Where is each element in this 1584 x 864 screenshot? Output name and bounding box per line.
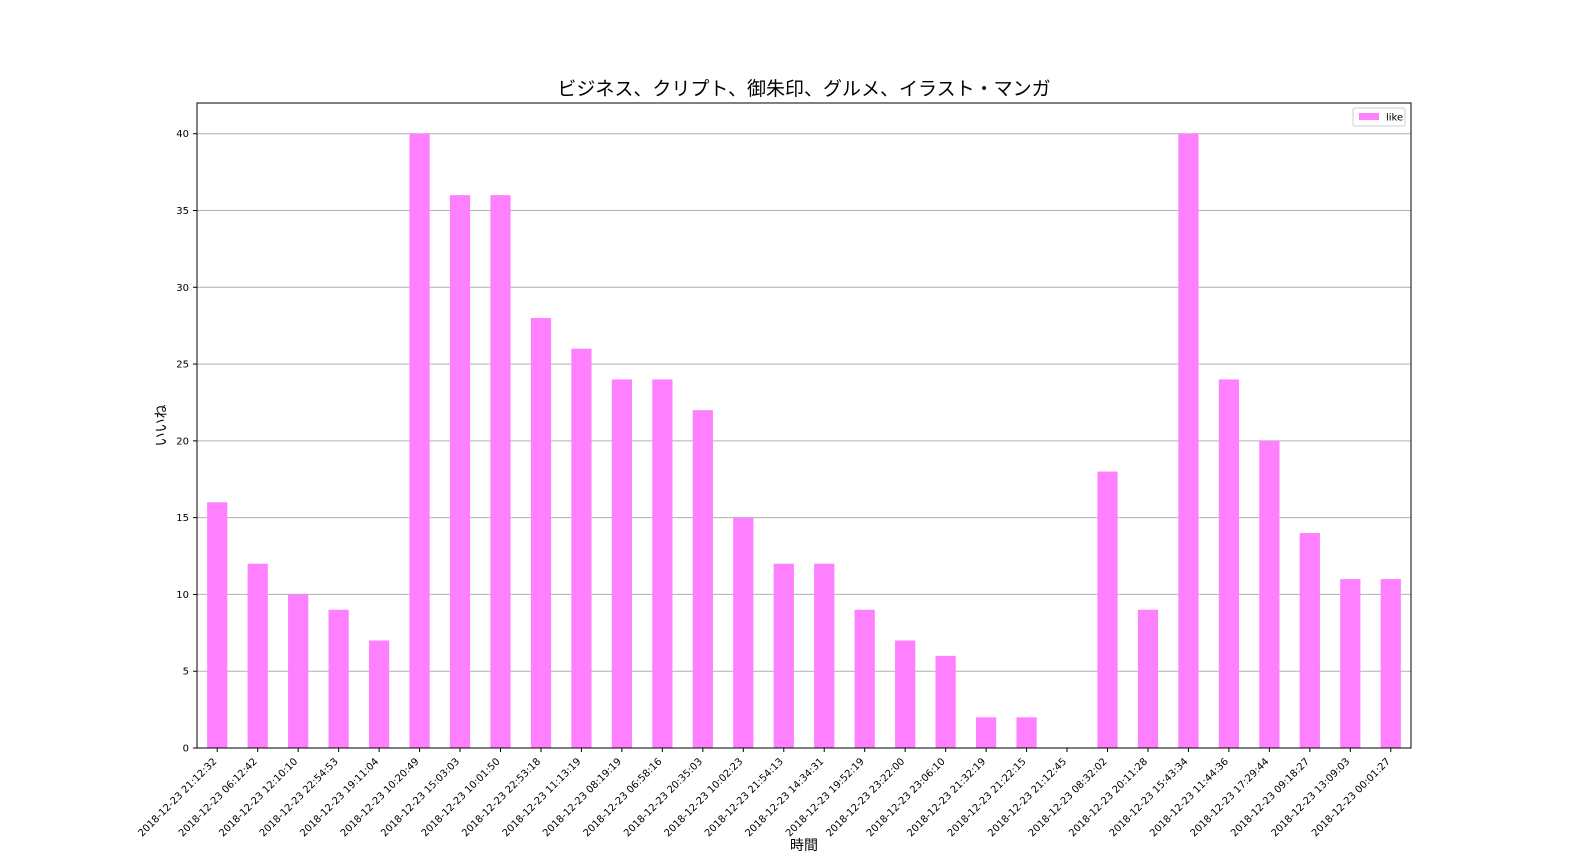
y-tick-label: 15 xyxy=(176,513,189,524)
x-tick-label: 2018-12-23 21:22:15 xyxy=(946,756,1029,839)
bar xyxy=(247,563,268,748)
x-tick-label: 2018-12-23 08:32:02 xyxy=(1027,756,1110,839)
bar xyxy=(895,640,916,748)
x-tick-label: 2018-12-23 20:11:28 xyxy=(1067,756,1150,839)
y-tick-label: 20 xyxy=(176,436,189,447)
bar xyxy=(571,348,592,748)
x-tick-label: 2018-12-23 17:29:44 xyxy=(1189,756,1272,839)
x-tick-label: 2018-12-23 08:19:19 xyxy=(541,756,624,839)
chart-title: ビジネス、クリプト、御朱印、グルメ、イラスト・マンガ xyxy=(557,78,1050,100)
plot-area-frame xyxy=(196,102,1412,749)
y-tick-label: 30 xyxy=(176,283,189,294)
x-tick-label: 2018-12-23 09:18:27 xyxy=(1229,756,1312,839)
x-tick-label: 2018-12-23 21:54:13 xyxy=(703,756,786,839)
x-tick-label: 2018-12-23 23:06:10 xyxy=(865,756,948,839)
y-tick-label: 40 xyxy=(176,129,189,140)
bar xyxy=(1137,609,1159,748)
bar xyxy=(207,502,228,748)
bar xyxy=(935,655,956,748)
x-tick-label: 2018-12-23 23:22:00 xyxy=(824,756,907,839)
bar xyxy=(1016,717,1037,748)
x-tick-label: 2018-12-23 22:53:18 xyxy=(460,756,543,839)
x-tick-label: 2018-12-23 21:12:32 xyxy=(136,756,219,839)
x-tick-label: 2018-12-23 11:44:36 xyxy=(1148,756,1231,839)
bar xyxy=(692,410,713,748)
legend-swatch xyxy=(1359,113,1379,120)
bar xyxy=(328,609,349,748)
bar xyxy=(611,379,633,748)
x-tick-label: 2018-12-23 06:58:16 xyxy=(582,756,665,839)
bar xyxy=(409,133,430,748)
bar xyxy=(530,318,552,748)
bar xyxy=(1299,533,1320,748)
bar xyxy=(1218,379,1240,748)
y-tick-label: 5 xyxy=(183,667,189,678)
legend-label: like xyxy=(1386,113,1403,124)
x-tick-label: 2018-12-23 00:01:27 xyxy=(1310,756,1393,839)
bar xyxy=(1259,440,1280,748)
x-tick-label: 2018-12-23 20:35:03 xyxy=(622,756,705,839)
bar xyxy=(490,195,511,749)
bar xyxy=(733,517,754,748)
bar xyxy=(652,379,673,748)
x-tick-label: 2018-12-23 21:12:45 xyxy=(986,756,1069,839)
y-axis-label: いいね xyxy=(154,405,170,447)
bar xyxy=(854,609,875,748)
x-tick-label: 2018-12-23 22:54:53 xyxy=(258,756,341,839)
y-tick-label: 25 xyxy=(176,360,189,371)
bar xyxy=(288,594,309,748)
legend: like xyxy=(1352,107,1406,127)
x-tick-label: 2018-12-23 11:13:19 xyxy=(501,756,584,839)
grid-lines xyxy=(197,133,1411,749)
y-tick-label: 10 xyxy=(176,590,189,601)
y-axis-ticks: 0 5 10 15 20 25 30 35 40 xyxy=(176,129,197,755)
bar xyxy=(1097,471,1118,748)
x-tick-label: 2018-12-23 15:43:34 xyxy=(1108,756,1191,839)
bars xyxy=(207,133,1401,749)
bar xyxy=(814,563,835,748)
x-tick-label: 2018-12-23 10:01:50 xyxy=(420,756,503,839)
bar xyxy=(1340,579,1361,748)
bar xyxy=(368,640,390,748)
bar xyxy=(975,717,997,748)
y-tick-label: 0 xyxy=(183,744,189,755)
x-tick-label: 2018-12-23 13:09:03 xyxy=(1270,756,1353,839)
x-tick-label: 2018-12-23 14:34:31 xyxy=(743,756,826,839)
y-tick-label: 35 xyxy=(176,206,189,217)
x-tick-label: 2018-12-23 15:03:03 xyxy=(379,756,462,839)
x-tick-label: 2018-12-23 21:32:19 xyxy=(905,756,988,839)
x-tick-label: 2018-12-23 06:12:42 xyxy=(177,756,260,839)
bar xyxy=(1380,579,1401,748)
x-axis-label: 時間 xyxy=(790,838,818,854)
x-tick-label: 2018-12-23 19:11:04 xyxy=(298,756,381,839)
bar xyxy=(773,563,794,748)
x-tick-label: 2018-12-23 19:52:19 xyxy=(784,756,867,839)
bar xyxy=(1178,133,1199,748)
x-tick-label: 2018-12-23 10:20:49 xyxy=(339,756,422,839)
x-tick-label: 2018-12-23 12:10:10 xyxy=(217,756,300,839)
bar xyxy=(449,195,471,749)
x-tick-label: 2018-12-23 10:02:23 xyxy=(663,756,746,839)
